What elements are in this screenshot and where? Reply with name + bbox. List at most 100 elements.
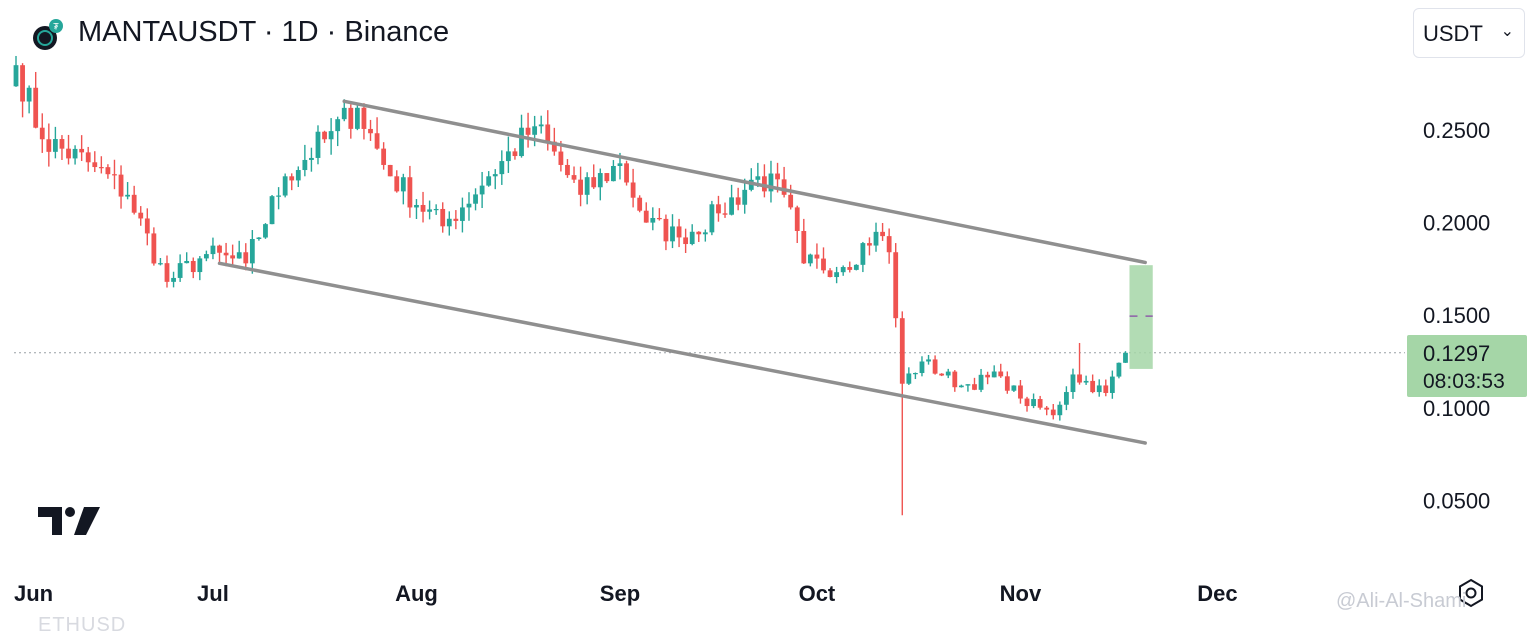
candle-down [394,176,400,192]
candle-down [604,173,610,182]
candle-up [466,203,472,208]
candle-up [184,260,190,264]
candle-up [276,195,281,197]
candle-up [282,176,288,196]
candle-up [1031,399,1036,407]
candle-down [1090,380,1096,393]
gear-icon[interactable] [1456,578,1486,608]
candle-up [978,374,984,390]
candle-up [295,170,301,181]
tradingview-logo[interactable] [38,505,100,537]
candle-up [834,272,840,278]
candle-up [52,139,58,152]
candle-down [144,218,150,234]
candle-up [965,384,971,386]
candle-up [249,238,255,264]
candle-up [427,209,432,212]
candle-up [414,204,419,208]
candle-up [26,87,32,102]
last-price-label: 0.1297 08:03:53 [1407,335,1527,397]
price-axis[interactable]: 0.2500 0.2000 0.1500 0.1000 0.0500 [1423,118,1490,513]
candle-down [630,182,636,198]
x-tick-label: Jul [197,581,229,606]
symbol-title[interactable]: MANTAUSDT · 1D · Binance [78,16,450,48]
time-axis[interactable]: Jun Jul Aug Sep Oct Nov Dec [14,581,1238,606]
candle-down [112,174,117,176]
candle-down [118,174,124,197]
candle-up [860,243,866,265]
candle-down [381,148,387,165]
currency-select[interactable]: USDT ⌄ [1413,8,1525,58]
candle-up [171,277,176,282]
candle-down [322,131,327,140]
svg-text:₮: ₮ [53,22,59,32]
candle-up [611,166,616,182]
candle-down [781,179,787,195]
candle-up [1064,392,1069,405]
candle-down [676,226,682,238]
candle-up [479,185,485,195]
candle-down [565,164,570,176]
candle-down [591,177,597,188]
candle-up [926,359,931,362]
candle-up [840,267,846,273]
candle-down [33,87,39,128]
candle-down [775,173,780,180]
candle-up [1057,404,1063,416]
candle-up [807,254,813,264]
candle-down [545,124,551,142]
channel-upper-line[interactable] [342,99,1147,265]
candle-up [13,65,19,87]
candle-down [696,231,702,235]
y-tick-label: 0.0500 [1423,488,1490,513]
candle-up [584,177,590,195]
channel-lines [217,99,1153,445]
y-tick-label: 0.2000 [1423,211,1490,236]
candle-up [1096,385,1102,393]
candle-up [617,163,623,167]
candle-down [867,243,872,246]
candle-down [223,252,229,256]
candle-up [400,177,406,192]
candle-down [512,151,518,157]
candle-up [315,131,321,158]
candle-up [158,263,163,265]
candle-down [66,148,71,159]
candle-down [190,260,196,273]
candle-down [289,176,295,181]
candle-up [597,173,603,188]
candle-up [538,124,544,127]
candle-up [1083,380,1089,383]
candle-up [906,373,912,384]
candle-up [492,174,498,177]
candle-down [420,204,426,212]
currency-select-value: USDT [1423,21,1483,46]
candle-up [328,131,334,140]
candle-up [460,207,465,221]
candle-down [683,237,689,245]
candle-down [899,318,905,384]
candle-down [939,373,945,376]
channel-lower-line[interactable] [217,261,1147,445]
candle-down [105,167,111,175]
candle-down [1050,409,1056,416]
candle-down [1018,385,1023,399]
last-price-value: 0.1297 [1423,341,1491,366]
candle-up [256,237,262,239]
candle-down [59,139,65,149]
candle-up [670,226,675,242]
x-tick-label: Jun [14,581,53,606]
target-zone[interactable] [1129,265,1153,369]
candle-down [762,176,767,192]
candle-down [368,128,373,134]
candle-up [446,218,452,227]
chevron-down-icon: ⌄ [1500,23,1514,40]
candle-up [309,157,314,160]
candle-down [1103,385,1109,393]
candle-down [440,208,446,227]
candle-up [532,126,538,135]
candle-up [919,361,925,374]
candle-down [374,133,380,149]
candle-down [46,139,52,152]
